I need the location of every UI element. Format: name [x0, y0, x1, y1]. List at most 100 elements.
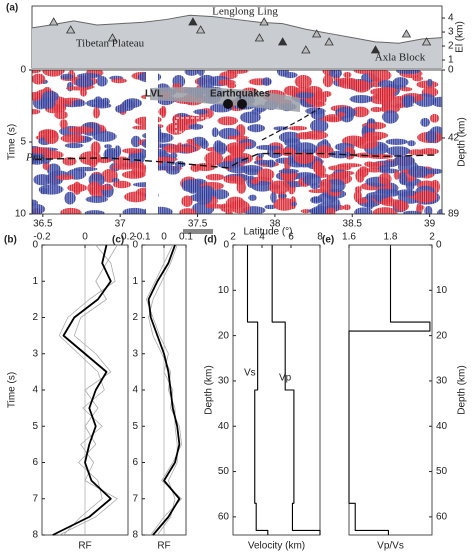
velocity-profile: [246, 245, 269, 535]
station: [254, 33, 265, 42]
x-tick-label: 37.5: [188, 219, 208, 230]
panel-frame: [232, 244, 321, 536]
y-tick-label: 30: [436, 376, 448, 387]
x-tick-label: 2: [230, 232, 236, 243]
y-tick-label: 10: [15, 209, 27, 220]
x-tick-label: -0.2: [33, 232, 51, 243]
y-tick-label: 6: [32, 457, 38, 468]
annotation: Axla Block: [375, 52, 426, 64]
station: [188, 17, 198, 26]
station: [259, 17, 269, 26]
y-tick-label: 30: [218, 376, 230, 387]
amplitude-blob: [114, 104, 127, 114]
x-tick-label: 4: [259, 232, 265, 243]
amplitude-blob: [393, 155, 416, 167]
amplitude-blob: [64, 191, 76, 205]
amplitude-blob: [67, 126, 94, 134]
station: [65, 25, 76, 34]
amplitude-blob: [204, 151, 224, 166]
amplitude-blob: [98, 184, 114, 191]
amplitude-blob: [372, 207, 398, 214]
amplitude-blob: [257, 168, 275, 181]
amplitude-blob: [60, 134, 86, 143]
amplitude-blob: [39, 129, 58, 135]
y-tick-label: 8: [132, 530, 138, 541]
amplitude-blob: [59, 119, 68, 129]
amplitude-blob: [160, 105, 167, 118]
y-tick-label: 10: [218, 285, 230, 296]
x-axis-label: RF: [157, 541, 170, 552]
amplitude-blob: [169, 152, 178, 159]
y-tick-label: 1: [448, 55, 454, 66]
amplitude-blob: [197, 74, 216, 89]
y2-axis-label: Depth (km): [457, 117, 468, 166]
amplitude-blob: [355, 168, 365, 183]
panel-label: (a): [6, 3, 18, 14]
y-tick-label: 4: [132, 385, 138, 396]
amplitude-blob: [122, 148, 143, 154]
panel-label: (d): [204, 235, 217, 246]
amplitude-blob: [425, 130, 437, 143]
y-tick-label: 3: [132, 348, 138, 359]
amplitude-blob: [32, 91, 43, 101]
amplitude-blob: [218, 79, 236, 86]
amplitude-blob: [103, 144, 112, 149]
x-tick-label: 36.5: [33, 219, 53, 230]
amplitude-blob: [312, 160, 323, 174]
data-gap: [146, 70, 158, 214]
station: [107, 33, 118, 42]
x-tick-label: 38: [269, 219, 281, 230]
amplitude-blob: [351, 106, 370, 118]
x-tick-label: 0.2: [121, 232, 135, 243]
topography: [31, 14, 443, 44]
amplitude-blob: [283, 71, 298, 79]
amplitude-blob: [362, 131, 389, 140]
amplitude-blob: [392, 77, 409, 87]
amplitude-blob: [205, 173, 225, 181]
amplitude-blob: [229, 200, 250, 214]
amplitude-blob: [213, 140, 224, 153]
y-tick-label: 60: [218, 512, 230, 523]
y-axis-label: Depth (km): [204, 365, 215, 414]
amplitude-blob: [67, 183, 87, 193]
amplitude-blob: [279, 147, 297, 157]
x-tick-label: 2: [429, 232, 435, 243]
amplitude-blob: [92, 107, 100, 119]
amplitude-blob: [123, 98, 142, 108]
amplitude-blob: [211, 127, 219, 138]
amplitude-blob: [181, 195, 193, 207]
amplitude-blob: [336, 163, 362, 168]
station: [277, 37, 288, 46]
y2-tick-label: 42: [448, 133, 460, 144]
x-tick-label: 0: [82, 232, 88, 243]
amplitude-blob: [195, 192, 213, 205]
station: [401, 29, 412, 38]
amplitude-blob: [322, 74, 334, 88]
station: [324, 37, 334, 46]
amplitude-blob: [407, 140, 416, 147]
moho: [35, 152, 438, 169]
amplitude-blob: [378, 172, 392, 186]
y-tick-label: 2: [132, 312, 138, 323]
station: [195, 25, 206, 34]
amplitude-blob: [367, 122, 378, 129]
x-tick-label: 0: [161, 232, 167, 243]
earthquake: [223, 99, 233, 109]
y-tick-label: 60: [436, 512, 448, 523]
y-tick-label: 2: [32, 312, 38, 323]
amplitude-blob: [354, 186, 362, 193]
lvl-zone: [150, 87, 300, 112]
amplitude-blob: [64, 142, 84, 149]
amplitude-blob: [174, 161, 186, 168]
amplitude-blob: [190, 163, 201, 172]
rf-trace: [147, 244, 181, 536]
x-tick-label: 39: [424, 219, 436, 230]
panel-label: (c): [112, 235, 124, 246]
annotation: Tibetan Plateau: [76, 38, 145, 50]
amplitude-blob: [424, 205, 433, 214]
x-axis-label: Latitude (°): [243, 227, 292, 238]
amplitude-blob: [166, 122, 186, 135]
y-tick-label: 1: [32, 276, 38, 287]
y-tick-label: 5: [20, 137, 26, 148]
